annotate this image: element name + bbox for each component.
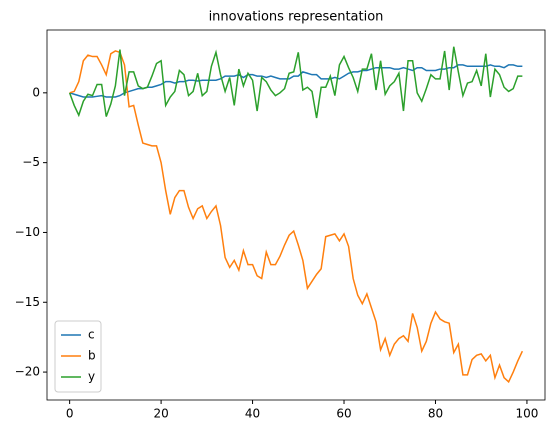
x-tick-label: 100 [515, 407, 538, 421]
legend-label: b [88, 349, 96, 363]
line-series [68, 46, 523, 119]
legend-label: c [88, 328, 95, 342]
x-tick-label: 20 [153, 407, 168, 421]
y-tick-label: −10 [15, 225, 40, 239]
line-series [69, 50, 524, 384]
legend-label: y [88, 370, 95, 384]
y-tick-label: −20 [15, 365, 40, 379]
y-tick-label: −15 [15, 295, 40, 309]
axes-frame [46, 29, 546, 401]
x-tick-label: 60 [336, 407, 351, 421]
line-series [69, 64, 523, 98]
chart-title: innovations representation [209, 10, 384, 25]
y-tick-label: 0 [32, 85, 40, 99]
x-tick-label: 40 [245, 407, 260, 421]
x-tick-label: 0 [66, 407, 74, 421]
y-tick-label: −5 [22, 155, 40, 169]
x-tick-label: 80 [428, 407, 443, 421]
